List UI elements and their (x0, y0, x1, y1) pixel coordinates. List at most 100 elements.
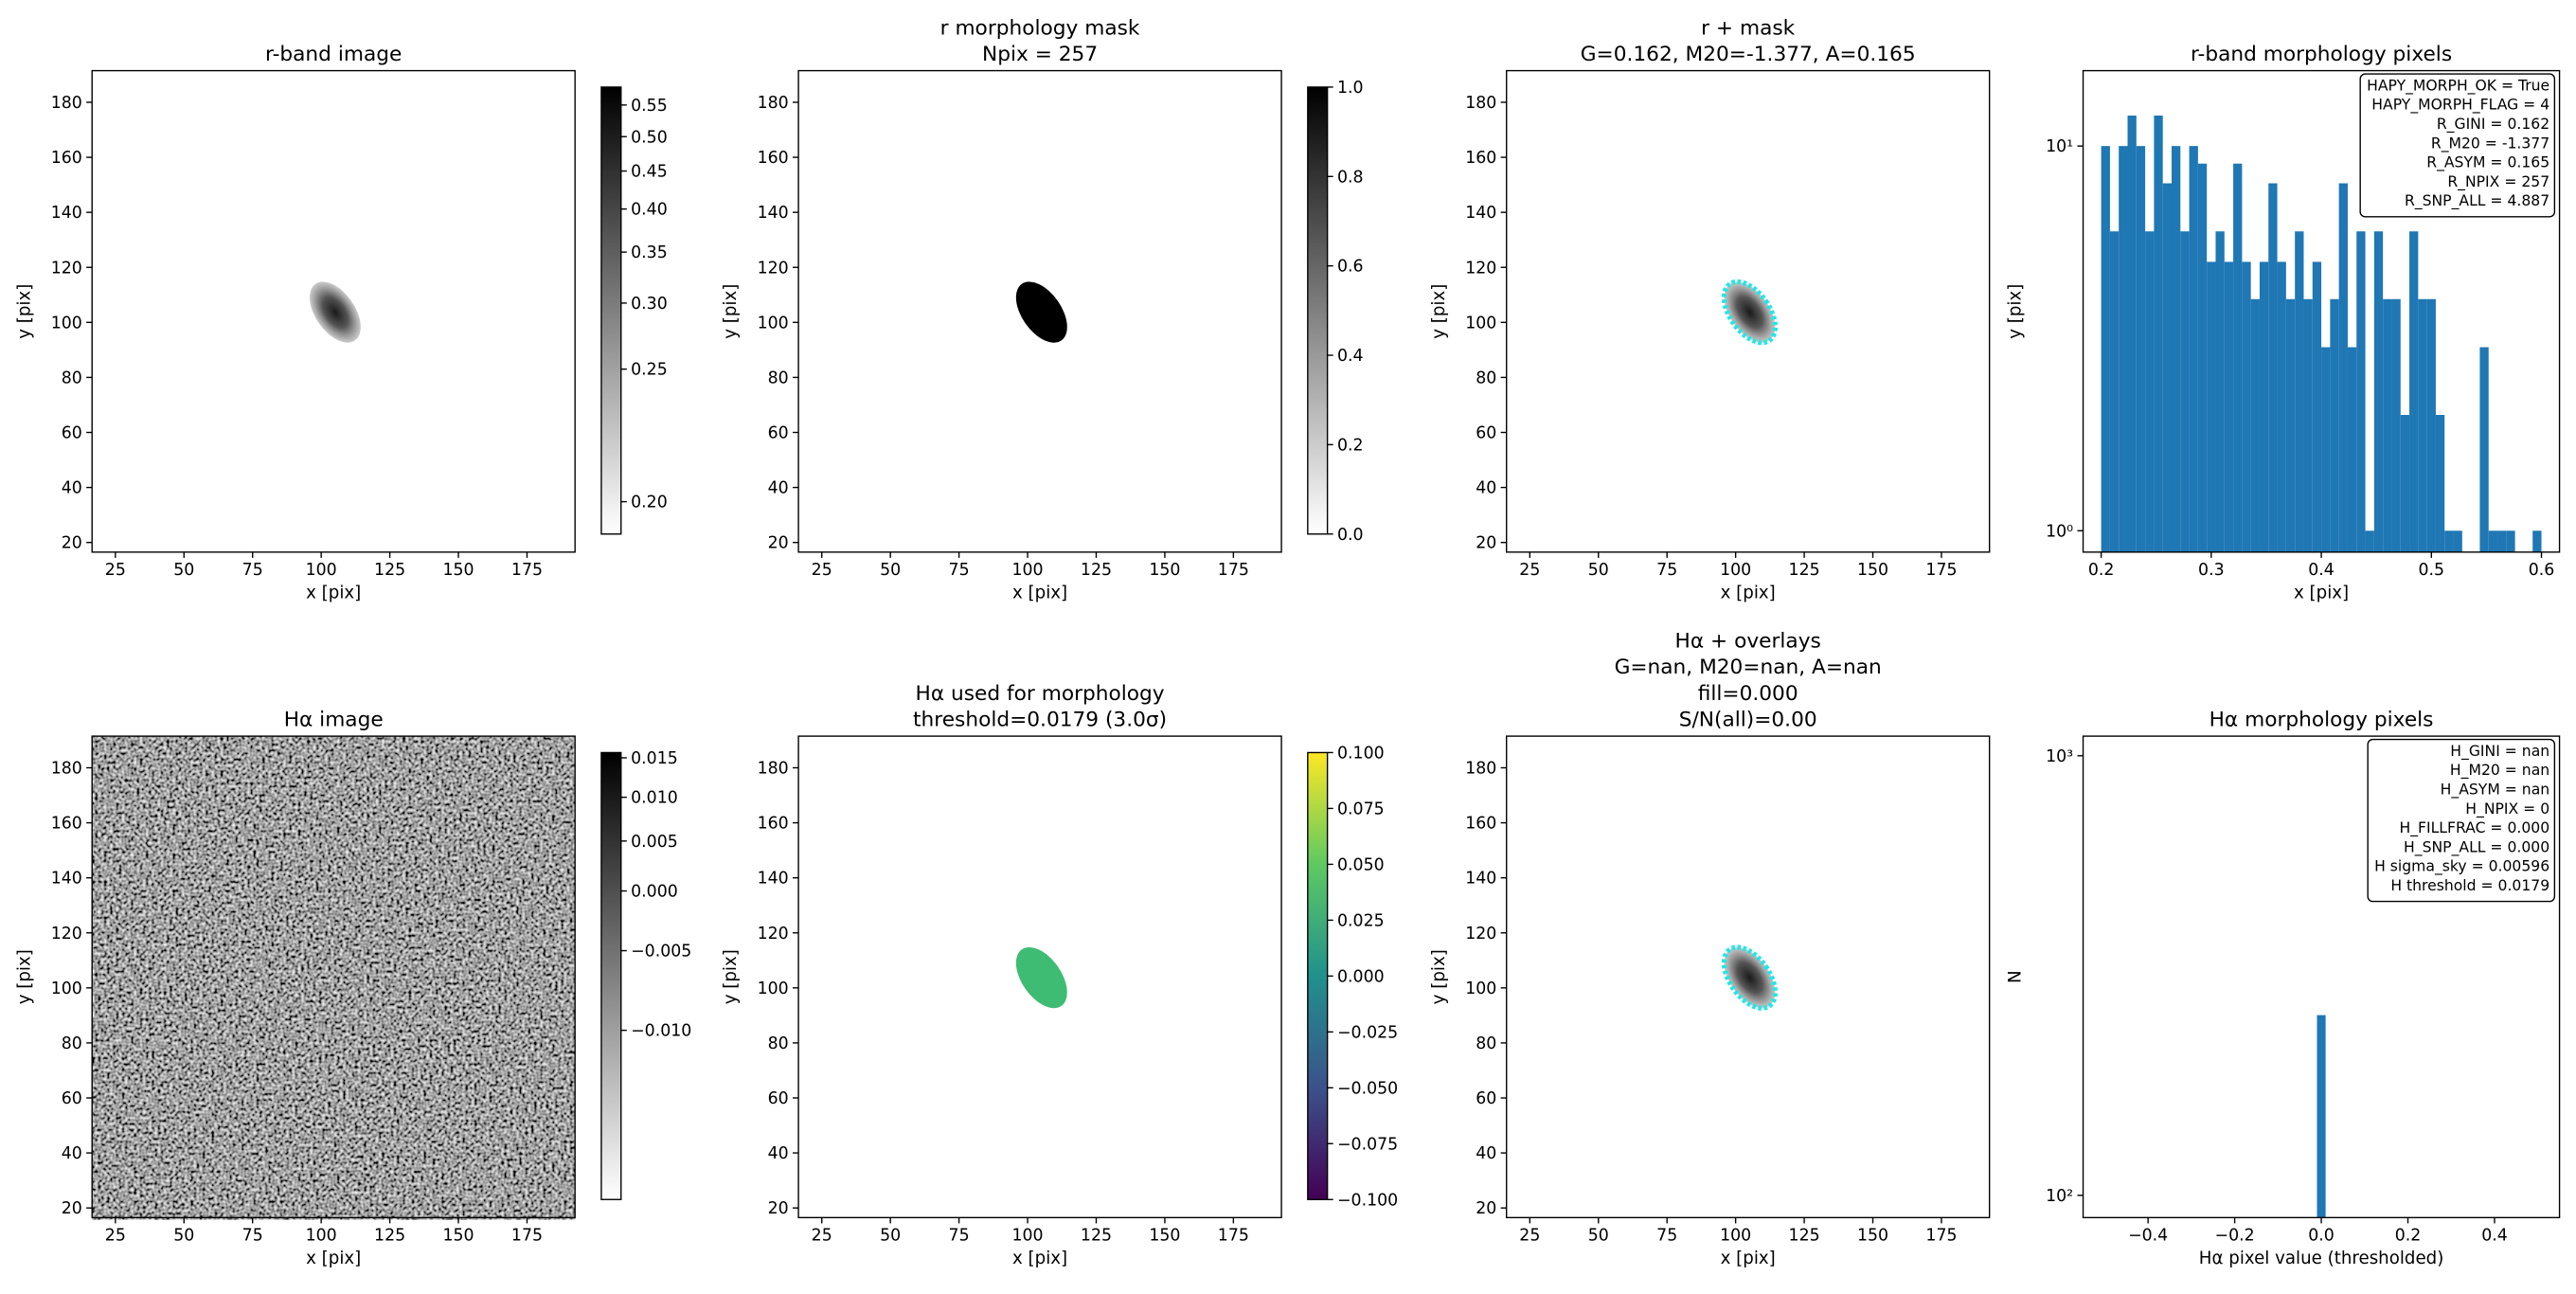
bar (2497, 530, 2507, 552)
annotation-line: R_SNP_ALL = 4.887 (2405, 192, 2549, 210)
overlay-outline (1721, 944, 1778, 1011)
axes-frame (91, 735, 576, 1219)
x-tick-label: 75 (242, 561, 263, 580)
bar (2109, 231, 2120, 552)
bar (2242, 261, 2251, 552)
y-tick-label: 40 (768, 1144, 789, 1163)
x-tick-label: 100 (306, 1227, 337, 1246)
image-content (92, 279, 1778, 1220)
colorbar-tick-label: 0.000 (1337, 967, 1385, 986)
bar (2171, 146, 2181, 552)
x-axis-label: x [pix] (1721, 1249, 1776, 1268)
y-tick-label: 20 (768, 534, 789, 553)
y-axis-label: y [pix] (1429, 284, 1449, 339)
bar (2426, 298, 2436, 552)
panel-title: Hα used for morphology (916, 682, 1165, 706)
colorbar (1307, 751, 1329, 1200)
panel: 25 50 75 100 125 150 175 20 40 60 80 100 120 140 160 18… (721, 682, 1398, 1268)
bar (2268, 183, 2278, 552)
y-tick-label: 120 (51, 925, 82, 944)
colorbar-tick-label: 0.25 (631, 361, 668, 380)
x-tick-label: 125 (374, 561, 405, 580)
x-tick-label: 25 (1519, 561, 1540, 580)
panel-title: Hα morphology pixels (2209, 709, 2434, 732)
y-axis-label: N (2006, 970, 2026, 983)
x-tick-label: 0.0 (2308, 1227, 2334, 1246)
x-tick-label: 25 (105, 1227, 126, 1246)
y-axis-label: y [pix] (2006, 284, 2026, 339)
bar (2409, 231, 2419, 552)
colorbar-tick-label: 0.40 (631, 201, 668, 220)
noise-image (92, 736, 576, 1220)
y-tick-label: 100 (51, 979, 82, 998)
x-tick-label: 0.4 (2481, 1227, 2508, 1246)
y-tick-label: 10³ (2046, 747, 2073, 766)
colorbar-tick-label: 0.100 (1337, 745, 1385, 764)
x-tick-label: 125 (1789, 561, 1820, 580)
bar (2418, 298, 2427, 552)
bar (2373, 231, 2384, 552)
bar (2356, 231, 2366, 552)
colorbar-tick-label: −0.100 (1337, 1191, 1398, 1210)
y-tick-label: 80 (768, 1034, 789, 1053)
annotation-line: HAPY_MORPH_FLAG = 4 (2371, 97, 2549, 115)
y-tick-label: 100 (758, 314, 789, 332)
y-tick-label: 80 (768, 368, 789, 387)
y-tick-label: 20 (1476, 534, 1496, 553)
y-tick-label: 60 (62, 1089, 82, 1108)
annotation-line: H sigma_sky = 0.00596 (2374, 858, 2549, 876)
y-tick-label: 180 (758, 94, 789, 113)
bar (2197, 163, 2208, 552)
bar (2347, 347, 2357, 552)
halpha-mask-blob (1015, 946, 1067, 1009)
colorbar-tick-label: −0.075 (1337, 1135, 1398, 1154)
annotation-line: R_NPIX = 257 (2447, 173, 2549, 191)
bar (2303, 298, 2313, 552)
colorbar-tick-label: −0.010 (631, 1022, 691, 1041)
axes-frame (1506, 69, 1991, 553)
panel-title: r + mask (1701, 16, 1796, 40)
x-tick-label: 50 (1588, 561, 1609, 580)
colorbar-tick-label: 0.6 (1337, 258, 1364, 277)
x-tick-label: 100 (1011, 561, 1043, 580)
bar (2453, 530, 2462, 552)
bar (2312, 261, 2322, 552)
panel-title: r-band image (265, 43, 402, 66)
y-tick-label: 80 (1476, 368, 1496, 387)
colorbar-tick-label: 0.005 (631, 833, 678, 852)
panel-title: G=nan, M20=nan, A=nan (1615, 656, 1882, 679)
x-tick-label: 50 (880, 561, 901, 580)
y-tick-label: 160 (1465, 815, 1496, 834)
panel-title: Hα + overlays (1675, 629, 1821, 653)
bar (2250, 298, 2260, 552)
y-tick-label: 20 (62, 1199, 82, 1218)
x-tick-label: 100 (1720, 1227, 1751, 1246)
x-tick-label: 100 (1720, 561, 1751, 580)
x-axis-label: x [pix] (1012, 583, 1067, 602)
x-axis-label: x [pix] (1721, 583, 1776, 602)
bar (2400, 415, 2410, 552)
x-tick-label: 0.4 (2308, 561, 2334, 580)
axes-frame (797, 735, 1282, 1219)
x-tick-label: 175 (1218, 1227, 1249, 1246)
x-tick-label: −0.4 (2128, 1227, 2168, 1246)
x-tick-label: −0.2 (2215, 1227, 2255, 1246)
bar (2444, 530, 2454, 552)
x-tick-label: 150 (1857, 1227, 1888, 1246)
y-tick-label: 160 (758, 815, 789, 834)
x-tick-label: 175 (511, 1227, 543, 1246)
y-tick-label: 140 (51, 204, 82, 223)
y-tick-label: 100 (1465, 314, 1496, 332)
y-tick-label: 40 (62, 1144, 82, 1163)
x-tick-label: 50 (173, 1227, 194, 1246)
x-tick-label: 0.2 (2088, 561, 2115, 580)
panel: 25 50 75 100 125 150 175 20 40 60 80 100 120 140 160 18… (721, 16, 1363, 602)
annotation-line: R_ASYM = 0.165 (2426, 154, 2549, 172)
bar (2295, 231, 2304, 552)
colorbar (1307, 86, 1329, 535)
x-tick-label: 50 (173, 561, 194, 580)
x-tick-label: 0.2 (2395, 1227, 2422, 1246)
y-tick-label: 100 (1465, 979, 1496, 998)
colorbar-tick-label: 0.2 (1337, 436, 1364, 455)
colorbar-tick-label: 1.0 (1337, 79, 1364, 98)
